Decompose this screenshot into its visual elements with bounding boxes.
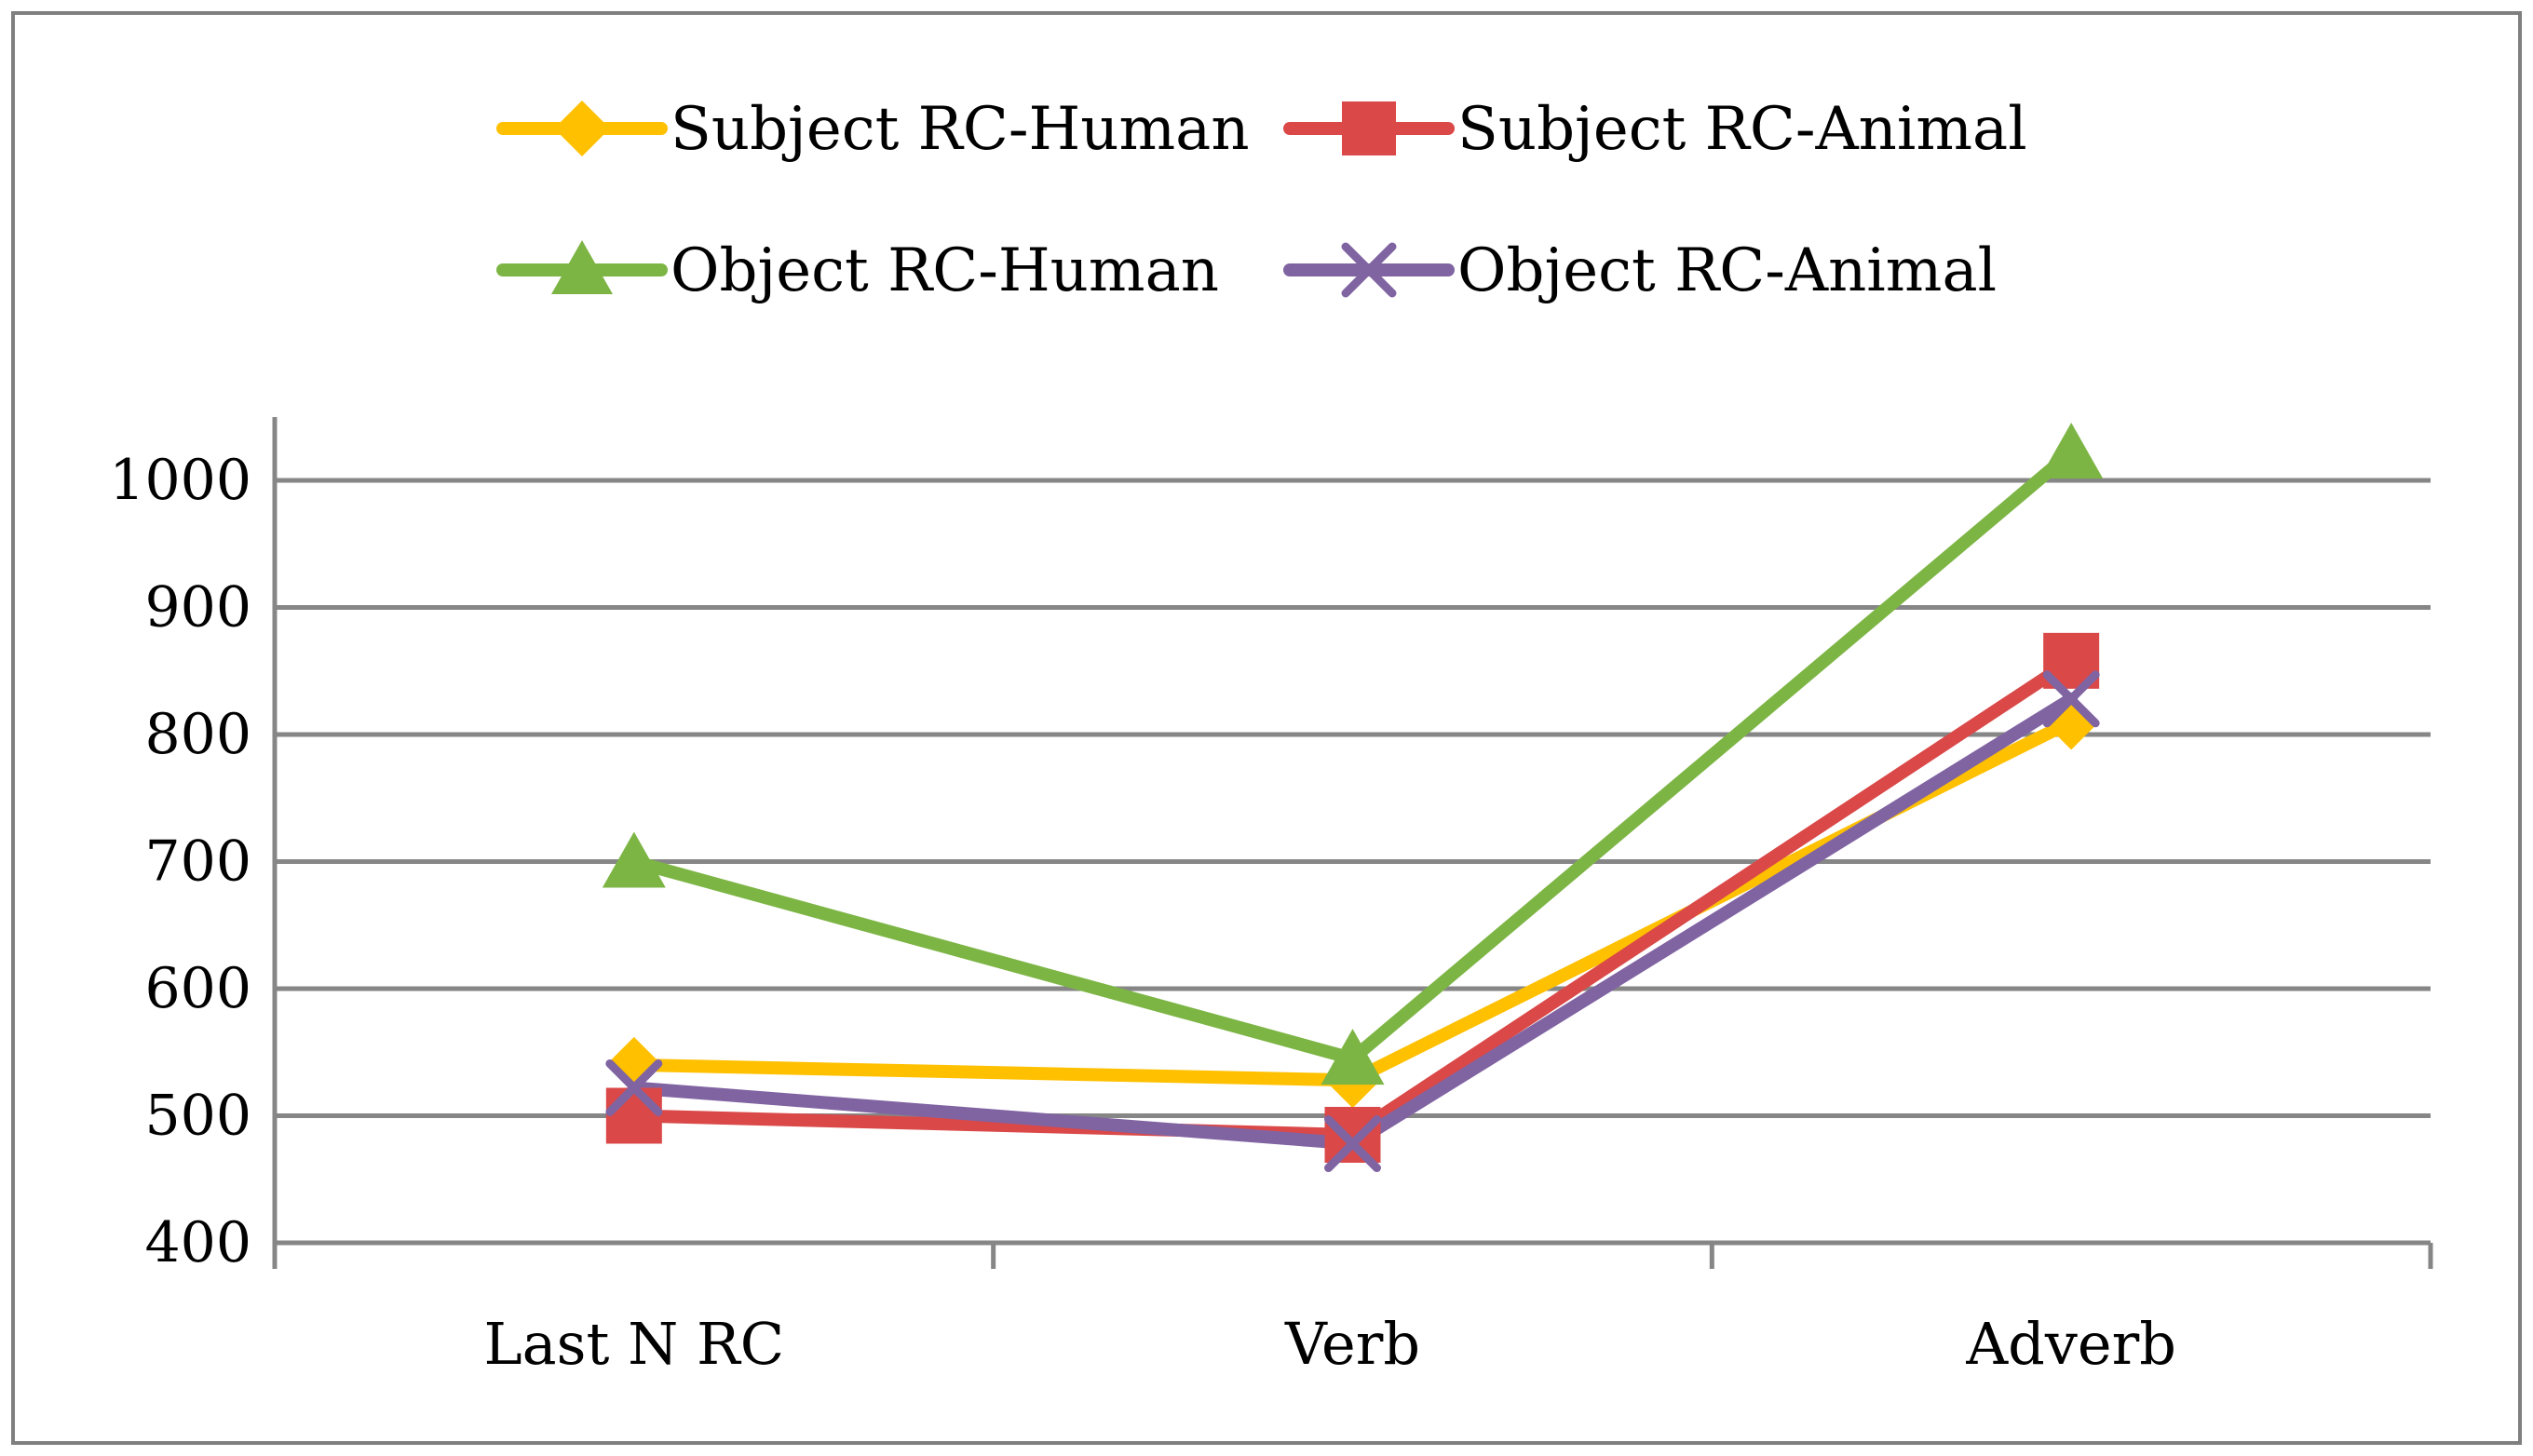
series-markers — [602, 422, 2104, 1173]
y-axis-ticks: 400 500 600 700 800 900 1000 — [109, 448, 251, 1275]
point-object-rc-animal-verb — [1324, 1115, 1381, 1173]
point-object-rc-human-last-n-rc — [602, 831, 666, 888]
legend-marker-object-rc-human — [551, 240, 613, 294]
legend-label-object-rc-animal: Object RC-Animal — [1457, 236, 1997, 305]
y-tick-label-800: 800 — [144, 702, 251, 767]
legend-entry-subject-rc-animal: Subject RC-Animal — [1283, 95, 2027, 164]
chart-frame — [11, 11, 2522, 1445]
point-object-rc-human-verb — [1321, 1029, 1385, 1085]
y-tick-label-600: 600 — [144, 956, 251, 1021]
legend-label-subject-rc-animal: Subject RC-Animal — [1457, 95, 2027, 164]
point-object-rc-human-adverb — [2039, 422, 2104, 479]
x-tick-label-verb: Verb — [1284, 1310, 1420, 1378]
axes — [272, 417, 2433, 1269]
legend-entry-subject-rc-human: Subject RC-Human — [496, 95, 1250, 164]
y-tick-label-700: 700 — [144, 829, 251, 895]
legend: Subject RC-Human Subject RC-Animal Objec… — [496, 95, 2027, 305]
legend-marker-subject-rc-human — [554, 101, 610, 156]
legend-entry-object-rc-animal: Object RC-Animal — [1283, 236, 1997, 305]
legend-label-subject-rc-human: Subject RC-Human — [670, 95, 1250, 164]
point-object-rc-animal-adverb — [2042, 670, 2100, 728]
y-tick-label-400: 400 — [144, 1210, 251, 1275]
y-tick-label-1000: 1000 — [109, 448, 251, 513]
point-subject-rc-animal-verb — [1324, 1106, 1381, 1163]
x-tick-label-last-n-rc: Last N RC — [484, 1310, 785, 1378]
point-object-rc-animal-last-n-rc — [605, 1058, 663, 1116]
x-axis-ticks: Last N RC Verb Adverb — [484, 1310, 2176, 1378]
y-tick-label-900: 900 — [144, 575, 251, 640]
y-tick-label-500: 500 — [144, 1084, 251, 1149]
point-subject-rc-animal-last-n-rc — [605, 1087, 662, 1144]
legend-entry-object-rc-human: Object RC-Human — [496, 236, 1219, 305]
legend-label-object-rc-human: Object RC-Human — [670, 236, 1219, 305]
legend-marker-object-rc-animal — [1341, 242, 1397, 298]
legend-marker-subject-rc-animal — [1342, 101, 1396, 155]
x-tick-label-adverb: Adverb — [1965, 1310, 2176, 1378]
